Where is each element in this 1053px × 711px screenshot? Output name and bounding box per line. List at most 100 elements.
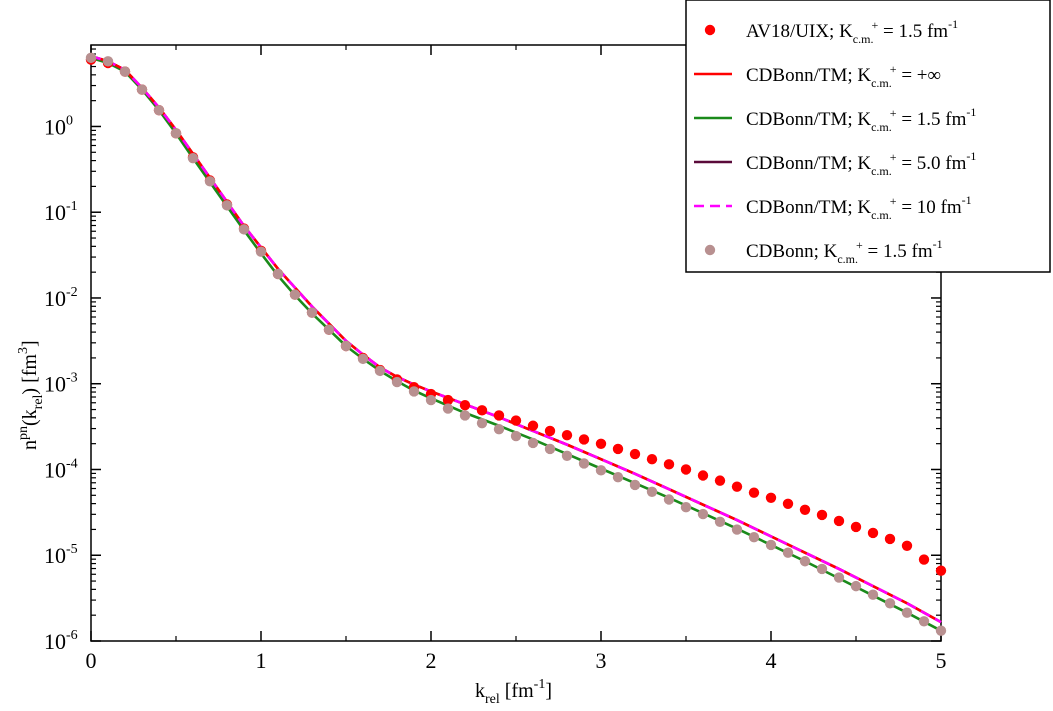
series-5-point bbox=[629, 479, 641, 491]
series-0-point bbox=[527, 420, 539, 431]
y-tick-label: 10-6 bbox=[44, 628, 78, 654]
series-0-point bbox=[765, 492, 777, 503]
series-5-point bbox=[918, 616, 930, 627]
series-0-point bbox=[731, 481, 743, 492]
series-0-point bbox=[697, 470, 709, 481]
series-0-point bbox=[544, 425, 556, 437]
legend-label-0: AV18/UIX; Kc.m.+ = 1.5 fm-1 bbox=[746, 17, 958, 46]
y-tick-label: 10-5 bbox=[44, 542, 78, 568]
series-0-point bbox=[884, 533, 896, 545]
series-5-point bbox=[221, 200, 233, 211]
series-5-point bbox=[476, 417, 488, 429]
legend-label-1: CDBonn/TM; Kc.m.+ = +∞ bbox=[746, 62, 941, 90]
series-5-point bbox=[357, 353, 369, 365]
series-5-point bbox=[578, 458, 590, 469]
series-5-point bbox=[595, 465, 607, 476]
legend-label-4: CDBonn/TM; Kc.m.+ = 10 fm-1 bbox=[746, 193, 972, 222]
series-5-point bbox=[867, 589, 879, 600]
y-tick-label: 10-1 bbox=[44, 199, 78, 225]
series-5-point bbox=[544, 443, 556, 455]
series-5-point bbox=[884, 598, 896, 609]
series-5-point bbox=[323, 324, 335, 335]
x-axis-title: krel [fm-1] bbox=[475, 677, 552, 707]
series-5-point bbox=[374, 365, 386, 377]
y-tick-labels: 100 10-1 10-2 10-3 10-4 10-5 10-6 bbox=[44, 113, 78, 654]
series-0-point bbox=[833, 515, 845, 527]
series-0-point bbox=[918, 554, 930, 565]
series-5-point bbox=[85, 52, 97, 64]
series-5-point bbox=[561, 450, 573, 461]
series-5-point bbox=[935, 625, 947, 636]
x-tick-label: 2 bbox=[426, 648, 437, 673]
series-0-point bbox=[595, 438, 607, 449]
series-5-point bbox=[646, 486, 658, 497]
series-5-point bbox=[850, 580, 862, 592]
series-0-point bbox=[799, 504, 811, 515]
series-5-point bbox=[136, 84, 148, 95]
x-tick-label: 3 bbox=[596, 648, 607, 673]
series-0-point bbox=[493, 410, 505, 421]
series-5-point bbox=[731, 524, 743, 535]
series-0-point bbox=[578, 434, 590, 445]
y-tick-label: 10-3 bbox=[44, 371, 78, 397]
series-0-point bbox=[459, 399, 471, 411]
series-5-point bbox=[680, 502, 692, 513]
series-0-point bbox=[867, 527, 879, 539]
series-5-point bbox=[272, 268, 284, 280]
series-5-point bbox=[187, 152, 199, 164]
series-5-point bbox=[459, 410, 471, 421]
series-0-point bbox=[680, 464, 692, 475]
legend-label-5: CDBonn; Kc.m.+ = 1.5 fm-1 bbox=[746, 237, 943, 266]
series-0-point bbox=[442, 394, 454, 406]
series-5-point bbox=[782, 547, 794, 558]
series-5-point bbox=[238, 224, 250, 235]
y-axis-title: npn(krel) [fm3] bbox=[16, 340, 46, 450]
series-0-point bbox=[629, 448, 641, 460]
x-tick-label: 5 bbox=[936, 648, 947, 673]
series-5-point bbox=[901, 607, 913, 618]
y-tick-label: 10-4 bbox=[44, 456, 78, 482]
series-5-point bbox=[289, 289, 301, 300]
series-0-point bbox=[510, 415, 522, 426]
series-5-point bbox=[527, 437, 539, 449]
series-0-point bbox=[816, 509, 828, 521]
series-5-point bbox=[408, 386, 420, 397]
series-5-point bbox=[493, 423, 505, 435]
series-0-point bbox=[714, 475, 726, 486]
series-5-point bbox=[306, 307, 318, 318]
series-0-point bbox=[901, 540, 913, 552]
series-5-point bbox=[119, 66, 131, 77]
series-5-point bbox=[510, 430, 522, 442]
series-5-point bbox=[799, 556, 811, 567]
series-5-point bbox=[340, 340, 352, 352]
series-0-point bbox=[612, 443, 624, 455]
series-5-point bbox=[697, 508, 709, 520]
series-0-point bbox=[663, 459, 675, 470]
series-5-point bbox=[170, 128, 182, 139]
legend-marker-5 bbox=[704, 244, 716, 256]
series-5-point bbox=[748, 532, 760, 543]
series-layer bbox=[85, 52, 947, 636]
series-5-point bbox=[153, 104, 165, 116]
x-tick-label: 4 bbox=[766, 648, 777, 673]
x-tick-labels: 0 1 2 3 4 5 bbox=[86, 648, 947, 673]
series-5-point bbox=[663, 494, 675, 505]
series-0-point bbox=[646, 453, 658, 465]
series-5-point bbox=[714, 516, 726, 527]
series-5-point bbox=[612, 472, 624, 483]
series-0-point bbox=[850, 521, 862, 533]
series-5-point bbox=[833, 572, 845, 583]
series-5-point bbox=[204, 176, 216, 187]
y-tick-label: 100 bbox=[44, 113, 73, 139]
legend-box bbox=[685, 0, 1051, 273]
series-5-point bbox=[816, 563, 828, 575]
legend-label-2: CDBonn/TM; Kc.m.+ = 1.5 fm-1 bbox=[746, 105, 976, 134]
series-5-point bbox=[425, 394, 437, 406]
series-0-point bbox=[561, 429, 573, 441]
legend-marker-0 bbox=[704, 24, 716, 36]
series-5-point bbox=[391, 376, 403, 388]
series-0-point bbox=[748, 487, 760, 498]
series-0-point bbox=[476, 405, 488, 416]
legend: AV18/UIX; Kc.m.+ = 1.5 fm-1 CDBonn/TM; Kc… bbox=[685, 0, 1051, 273]
